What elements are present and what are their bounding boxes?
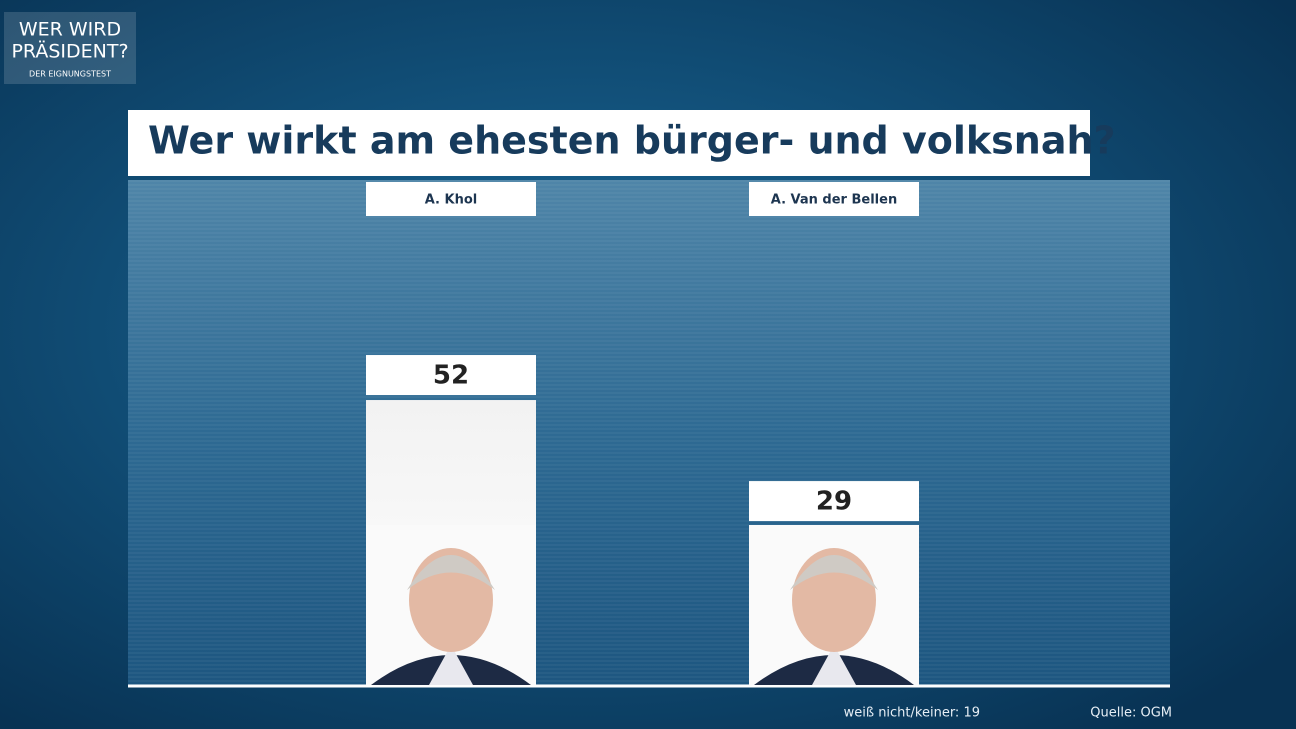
photo-hair	[790, 555, 878, 590]
title-box	[128, 110, 1090, 176]
logo-subtext: DER EIGNUNGSTEST	[29, 70, 111, 79]
category-box	[749, 182, 919, 216]
category-label: A. Van der Bellen	[771, 193, 897, 208]
value-box	[749, 481, 919, 522]
category-box	[366, 182, 536, 216]
photo-hair	[407, 555, 495, 590]
category-label: A. Khol	[425, 193, 477, 208]
logo-text: PRÄSIDENT?	[11, 40, 128, 63]
note: weiß nicht/keiner: 19	[844, 706, 980, 721]
value-label: 29	[816, 487, 852, 517]
photo-shirt	[429, 645, 473, 685]
value-box	[366, 355, 536, 396]
chart-title: Wer wirkt am ehesten bürger- und volksna…	[148, 119, 1116, 163]
source: Quelle: OGM	[1090, 706, 1172, 721]
plot-texture	[128, 180, 1170, 686]
photo-shirt	[812, 645, 856, 685]
value-label: 52	[433, 361, 469, 391]
logo-box	[4, 12, 136, 84]
logo-text: WER WIRD	[19, 19, 121, 41]
